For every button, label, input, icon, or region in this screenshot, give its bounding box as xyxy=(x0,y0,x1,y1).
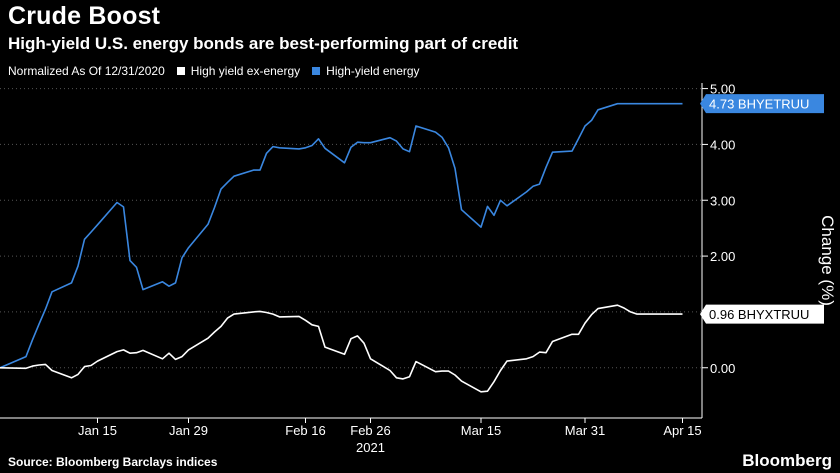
y-tick-label: 2.00 xyxy=(710,249,735,264)
source-note: Source: Bloomberg Barclays indices xyxy=(8,455,218,469)
end-label-ex-energy: 0.96 BHYXTRUU xyxy=(709,307,809,322)
chart-subtitle: High-yield U.S. energy bonds are best-pe… xyxy=(8,34,519,53)
series-line-energy xyxy=(0,102,683,369)
legend-label-energy: High-yield energy xyxy=(326,64,420,78)
y-tick-label: 4.00 xyxy=(710,137,735,152)
y-tick-label: 5.00 xyxy=(710,82,735,97)
legend: Normalized As Of 12/31/2020 High yield e… xyxy=(8,64,420,78)
series-line-ex-energy xyxy=(0,304,683,393)
y-axis-label: Change (%) xyxy=(818,215,837,306)
y-tick-label: 0.00 xyxy=(710,361,735,376)
end-tag-ex-energy xyxy=(700,304,824,324)
x-tick-label: Feb 16 xyxy=(285,423,325,438)
x-tick-label: Jan 15 xyxy=(78,423,117,438)
x-tick-label: Jan 29 xyxy=(169,423,208,438)
legend-swatch-energy xyxy=(312,67,321,75)
x-tick-label: Feb 26 xyxy=(350,423,390,438)
end-label-energy: 4.73 BHYETRUU xyxy=(709,97,809,112)
legend-note: Normalized As Of 12/31/2020 xyxy=(8,64,165,78)
legend-label-ex-energy: High yield ex-energy xyxy=(190,64,301,78)
end-tag-energy xyxy=(700,94,824,114)
y-tick-label: 3.00 xyxy=(710,193,735,208)
chart-title: Crude Boost xyxy=(8,2,161,30)
brand-logo-text: Bloomberg xyxy=(742,451,832,470)
x-tick-label: Mar 15 xyxy=(461,423,501,438)
x-tick-label: Apr 15 xyxy=(663,423,701,438)
legend-swatch-ex-energy xyxy=(176,67,185,75)
x-tick-label: Mar 31 xyxy=(565,423,605,438)
x-axis-year-label: 2021 xyxy=(356,440,385,455)
